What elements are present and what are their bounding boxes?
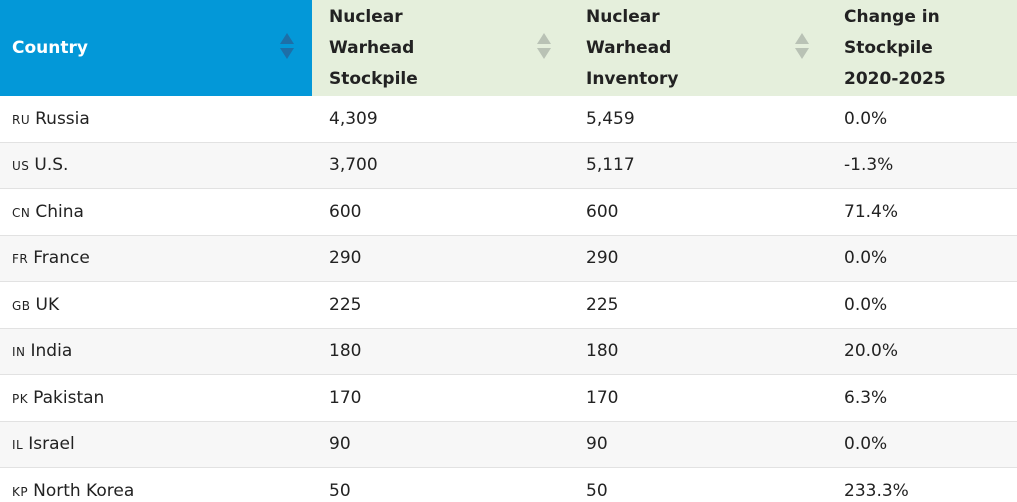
country-cell: RU Russia [0,96,312,143]
country-code: US [12,159,30,174]
country-cell: KP North Korea [0,467,312,502]
header-text: Nuclear Warhead Stockpile [329,6,418,89]
country-name: Russia [35,108,90,129]
country-name: U.S. [34,155,69,176]
table-cell: -1.3% [827,142,1017,189]
country-name: France [33,248,90,269]
table-cell: 225 [569,281,827,329]
table-cell: 290 [569,235,827,282]
table-cell: 600 [312,188,569,236]
table-cell: 170 [312,374,569,422]
table-row: KP North Korea 50 50 233.3% [0,467,1017,502]
table-row: FR France 290 290 0.0% [0,235,1017,282]
table-row: PK Pakistan 170 170 6.3% [0,374,1017,422]
table-cell: 0.0% [827,235,1017,282]
table-cell: 3,700 [312,142,569,189]
table-cell: 50 [569,467,827,502]
country-cell: CN China [0,188,312,236]
table-cell: 6.3% [827,374,1017,422]
country-code: FR [12,252,29,267]
table-cell: 0.0% [827,421,1017,468]
country-code: RU [12,112,31,127]
table-cell: 50 [312,467,569,502]
country-name: China [35,201,84,222]
table-body: RU Russia 4,309 5,459 0.0% US U.S. 3,700 5,117 -1… [0,96,1017,502]
table-cell: 225 [312,281,569,329]
table-cell: 5,459 [569,96,827,143]
table-row: CN China 600 600 71.4% [0,188,1017,236]
country-cell: IN India [0,328,312,375]
table-cell: 180 [312,328,569,375]
table-cell: 71.4% [827,188,1017,236]
country-code: IL [12,438,24,453]
country-name: Pakistan [33,387,105,408]
table-row: RU Russia 4,309 5,459 0.0% [0,96,1017,143]
table-row: IN India 180 180 20.0% [0,328,1017,375]
header-row: Country Nuclear Warhead Stockpile Nuclea… [0,0,1017,96]
country-cell: GB UK [0,281,312,329]
table-cell: 600 [569,188,827,236]
table-cell: 90 [569,421,827,468]
header-cell[interactable]: Change in Stockpile 2020-2025 [827,0,1017,96]
country-name: North Korea [33,480,135,501]
sort-icon [795,33,809,59]
header-cell[interactable]: Country [0,0,312,96]
table-cell: 180 [569,328,827,375]
table-cell: 20.0% [827,328,1017,375]
table-cell: 5,117 [569,142,827,189]
country-cell: IL Israel [0,421,312,468]
table-cell: 0.0% [827,281,1017,329]
table-cell: 0.0% [827,96,1017,143]
sort-icon [537,33,551,59]
country-code: GB [12,298,31,313]
header-text: Change in Stockpile 2020-2025 [844,6,946,89]
table-cell: 233.3% [827,467,1017,502]
country-code: KP [12,484,29,499]
country-cell: US U.S. [0,142,312,189]
header-text: Nuclear Warhead Inventory [586,6,679,89]
table-row: GB UK 225 225 0.0% [0,281,1017,329]
country-cell: PK Pakistan [0,374,312,422]
country-code: CN [12,205,31,220]
country-name: India [30,341,73,362]
table-cell: 290 [312,235,569,282]
country-code: PK [12,391,29,406]
table-cell: 4,309 [312,96,569,143]
table-row: IL Israel 90 90 0.0% [0,421,1017,468]
country-code: IN [12,345,26,360]
country-name: UK [35,294,60,315]
header-text: Country [12,37,88,58]
header-cell[interactable]: Nuclear Warhead Stockpile [312,0,569,96]
country-name: Israel [28,434,75,455]
table-cell: 170 [569,374,827,422]
country-cell: FR France [0,235,312,282]
header-cell[interactable]: Nuclear Warhead Inventory [569,0,827,96]
table-row: US U.S. 3,700 5,117 -1.3% [0,142,1017,189]
table-cell: 90 [312,421,569,468]
sort-icon [280,33,294,59]
